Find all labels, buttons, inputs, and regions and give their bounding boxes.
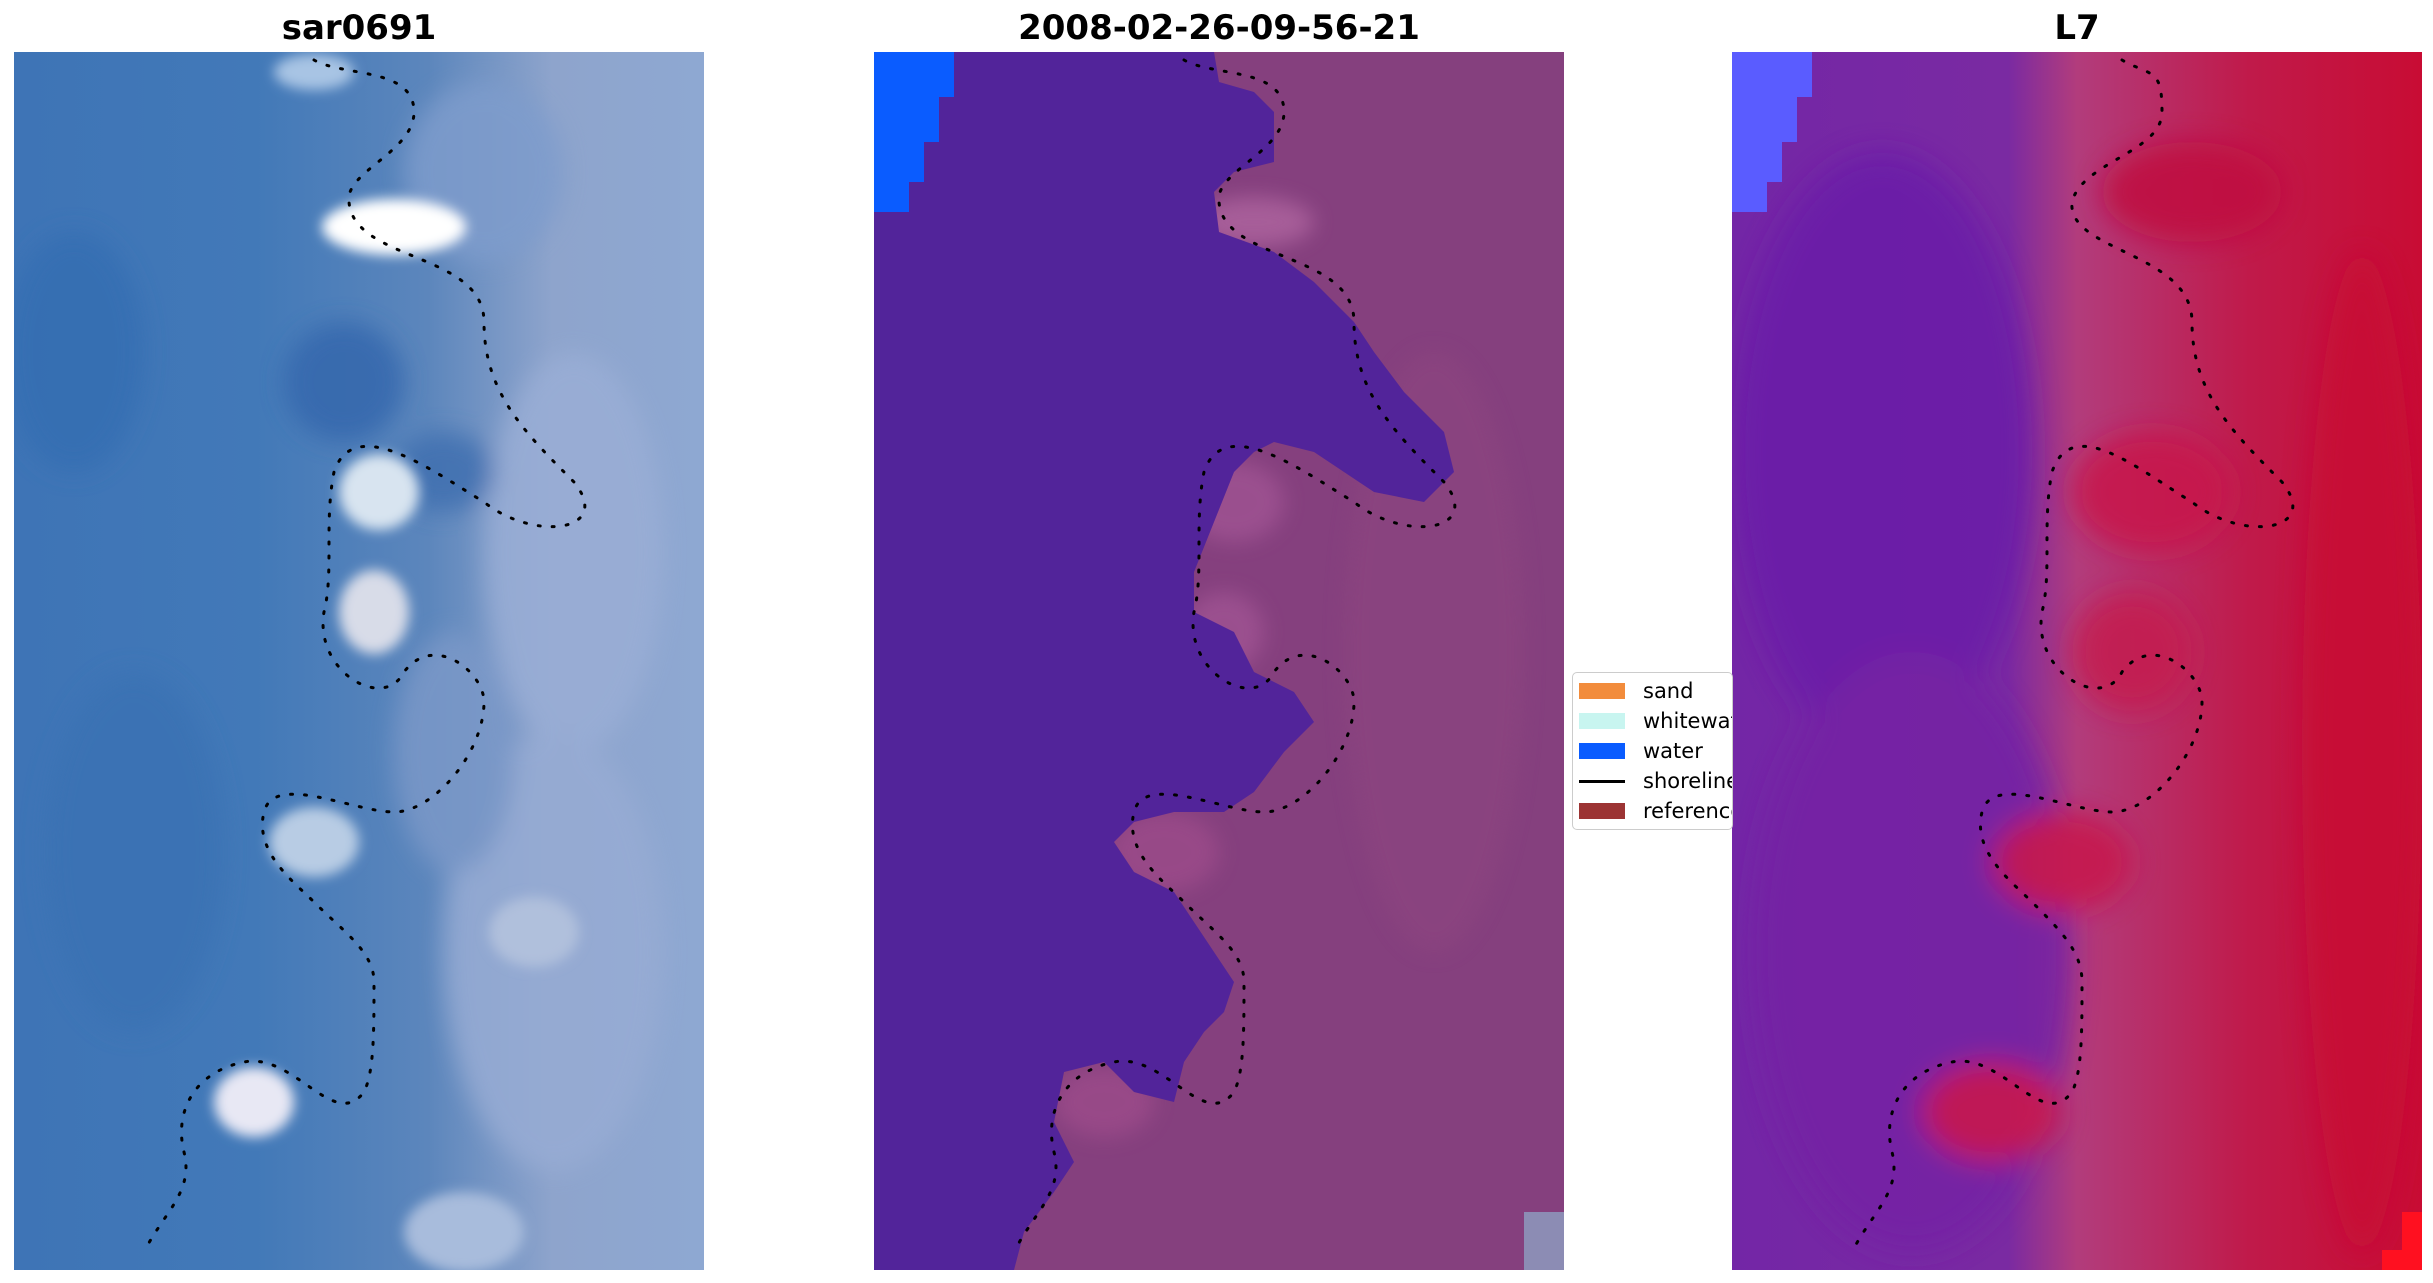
l7-image [1732,52,2422,1270]
panel-title-classified: 2008-02-26-09-56-21 [1018,8,1420,48]
edge-red-l7 [2382,1212,2422,1270]
legend-label: whitewater [1643,709,1732,733]
water-mask-blue [874,52,954,212]
sand-swatch [1579,683,1625,699]
legend: sand whitewater water shoreline referenc… [1572,672,1733,830]
panel-title-rgb: sar0691 [281,8,437,48]
reference-swatch [1579,803,1625,819]
l7-image-panel [1732,52,2422,1270]
water-region [874,52,1454,1270]
whitewater-swatch [1579,713,1625,729]
water-swatch [1579,743,1625,759]
legend-label: water [1643,739,1703,763]
shoreline-line-swatch [1579,779,1625,783]
panel-title-l7: L7 [2054,8,2100,48]
legend-label: reference [1643,799,1732,823]
legend-item-reference: reference [1579,797,1732,825]
rgb-image-panel [14,52,704,1270]
rgb-image [14,52,704,1270]
classified-image [874,52,1564,1270]
edge-artifact [1524,1212,1564,1270]
classified-image-panel [874,52,1564,1270]
legend-item-whitewater: whitewater [1579,707,1732,735]
legend-label: sand [1643,679,1694,703]
water-mask-blue-l7 [1732,52,1812,212]
legend-label: shoreline [1643,769,1733,793]
legend-item-water: water [1579,737,1703,765]
legend-item-sand: sand [1579,677,1693,705]
legend-item-shoreline: shoreline [1579,767,1733,795]
